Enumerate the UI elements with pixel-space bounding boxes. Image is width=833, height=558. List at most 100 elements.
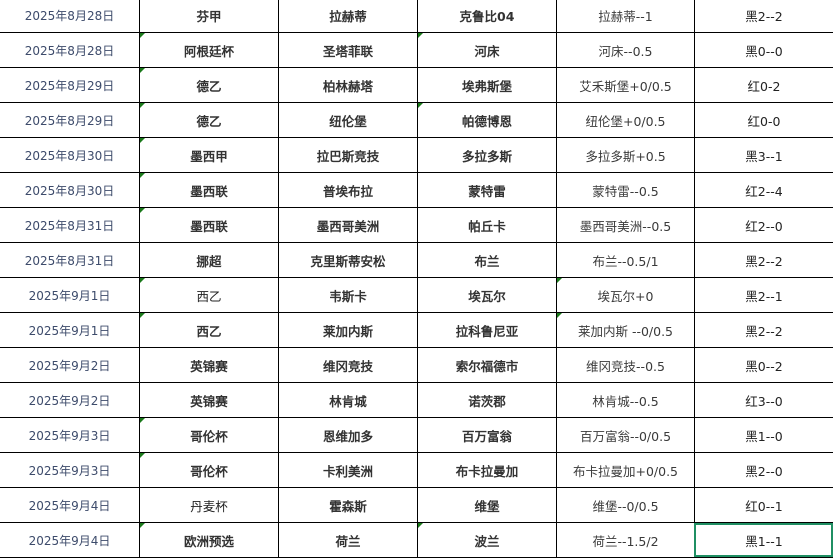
result-cell[interactable]: 红2--0: [694, 208, 833, 242]
league-cell[interactable]: 墨西联: [139, 173, 278, 207]
league-cell[interactable]: 墨西甲: [139, 138, 278, 172]
home-team-cell[interactable]: 卡利美洲: [278, 453, 417, 487]
table-row: 2025年8月29日 德乙 柏林赫塔 埃弗斯堡 艾禾斯堡+0/0.5 红0-2: [0, 68, 833, 103]
away-team-cell[interactable]: 埃弗斯堡: [417, 68, 556, 102]
away-team-cell[interactable]: 蒙特雷: [417, 173, 556, 207]
league-cell[interactable]: 芬甲: [139, 0, 278, 32]
date-cell[interactable]: 2025年9月4日: [28, 533, 111, 548]
handicap-cell[interactable]: 纽伦堡+0/0.5: [556, 103, 694, 137]
handicap-cell[interactable]: 河床--0.5: [556, 33, 694, 67]
date-cell[interactable]: 2025年8月30日: [24, 148, 115, 163]
away-team-cell[interactable]: 布卡拉曼加: [417, 453, 556, 487]
away-team-cell[interactable]: 波兰: [417, 523, 556, 557]
handicap-cell[interactable]: 维堡--0/0.5: [556, 488, 694, 522]
table-row: 2025年8月31日 墨西联 墨西哥美洲 帕丘卡 墨西哥美洲--0.5 红2--0: [0, 208, 833, 243]
date-cell[interactable]: 2025年9月2日: [28, 358, 111, 373]
away-team-cell[interactable]: 帕德博恩: [417, 103, 556, 137]
home-team-cell[interactable]: 维冈竞技: [278, 348, 417, 382]
result-cell[interactable]: 黑2--2: [694, 313, 833, 347]
league-cell[interactable]: 德乙: [139, 68, 278, 102]
result-cell[interactable]: 红3--0: [694, 383, 833, 417]
home-team-cell[interactable]: 拉巴斯竞技: [278, 138, 417, 172]
away-team-cell[interactable]: 克鲁比04: [417, 0, 556, 32]
away-team-cell[interactable]: 布兰: [417, 243, 556, 277]
date-cell[interactable]: 2025年9月1日: [28, 288, 111, 303]
result-cell[interactable]: 黑0--0: [694, 33, 833, 67]
result-cell[interactable]: 红2--4: [694, 173, 833, 207]
date-cell[interactable]: 2025年8月31日: [24, 253, 115, 268]
away-team-cell[interactable]: 帕丘卡: [417, 208, 556, 242]
date-cell[interactable]: 2025年9月3日: [28, 428, 111, 443]
league-cell[interactable]: 西乙: [139, 313, 278, 347]
date-cell[interactable]: 2025年8月31日: [24, 218, 115, 233]
handicap-cell[interactable]: 艾禾斯堡+0/0.5: [556, 68, 694, 102]
date-cell[interactable]: 2025年9月1日: [28, 323, 111, 338]
handicap-cell[interactable]: 荷兰--1.5/2: [556, 523, 694, 557]
home-team-cell[interactable]: 拉赫蒂: [278, 0, 417, 32]
handicap-cell[interactable]: 埃瓦尔+0: [556, 278, 694, 312]
home-team-cell[interactable]: 莱加内斯: [278, 313, 417, 347]
table-row: 2025年9月4日 丹麦杯 霍森斯 维堡 维堡--0/0.5 红0--1: [0, 488, 833, 523]
result-cell[interactable]: 黑1--0: [694, 418, 833, 452]
table-row: 2025年9月1日 西乙 韦斯卡 埃瓦尔 埃瓦尔+0 黑2--1: [0, 278, 833, 313]
away-team-cell[interactable]: 拉科鲁尼亚: [417, 313, 556, 347]
result-cell[interactable]: 黑3--1: [694, 138, 833, 172]
result-cell[interactable]: 黑2--1: [694, 278, 833, 312]
handicap-cell[interactable]: 墨西哥美洲--0.5: [556, 208, 694, 242]
home-team-cell[interactable]: 韦斯卡: [278, 278, 417, 312]
away-team-cell[interactable]: 维堡: [417, 488, 556, 522]
home-team-cell[interactable]: 纽伦堡: [278, 103, 417, 137]
date-cell[interactable]: 2025年9月2日: [28, 393, 111, 408]
league-cell[interactable]: 西乙: [139, 278, 278, 312]
league-cell[interactable]: 墨西联: [139, 208, 278, 242]
handicap-cell[interactable]: 百万富翁--0/0.5: [556, 418, 694, 452]
date-cell[interactable]: 2025年9月3日: [28, 463, 111, 478]
home-team-cell[interactable]: 荷兰: [278, 523, 417, 557]
league-cell[interactable]: 英锦赛: [139, 348, 278, 382]
date-cell[interactable]: 2025年8月29日: [24, 78, 115, 93]
result-cell[interactable]: 红0-2: [694, 68, 833, 102]
home-team-cell[interactable]: 恩维加多: [278, 418, 417, 452]
league-cell[interactable]: 欧洲预选: [139, 523, 278, 557]
away-team-cell[interactable]: 诺茨郡: [417, 383, 556, 417]
handicap-cell[interactable]: 布兰--0.5/1: [556, 243, 694, 277]
away-team-cell[interactable]: 百万富翁: [417, 418, 556, 452]
home-team-cell[interactable]: 克里斯蒂安松: [278, 243, 417, 277]
league-cell[interactable]: 阿根廷杯: [139, 33, 278, 67]
league-cell[interactable]: 丹麦杯: [139, 488, 278, 522]
away-team-cell[interactable]: 索尔福德市: [417, 348, 556, 382]
league-cell[interactable]: 挪超: [139, 243, 278, 277]
handicap-cell[interactable]: 维冈竞技--0.5: [556, 348, 694, 382]
handicap-cell[interactable]: 布卡拉曼加+0/0.5: [556, 453, 694, 487]
away-team-cell[interactable]: 埃瓦尔: [417, 278, 556, 312]
date-cell[interactable]: 2025年8月28日: [24, 43, 115, 58]
date-cell[interactable]: 2025年8月28日: [24, 8, 115, 23]
result-cell[interactable]: 红0-0: [694, 103, 833, 137]
home-team-cell[interactable]: 墨西哥美洲: [278, 208, 417, 242]
result-cell[interactable]: 黑0--2: [694, 348, 833, 382]
handicap-cell[interactable]: 蒙特雷--0.5: [556, 173, 694, 207]
date-cell[interactable]: 2025年9月4日: [28, 498, 111, 513]
handicap-cell[interactable]: 拉赫蒂--1: [556, 0, 694, 32]
handicap-cell[interactable]: 多拉多斯+0.5: [556, 138, 694, 172]
date-cell[interactable]: 2025年8月29日: [24, 113, 115, 128]
league-cell[interactable]: 德乙: [139, 103, 278, 137]
home-team-cell[interactable]: 林肯城: [278, 383, 417, 417]
result-cell[interactable]: 黑2--2: [694, 0, 833, 32]
league-cell[interactable]: 哥伦杯: [139, 418, 278, 452]
home-team-cell[interactable]: 柏林赫塔: [278, 68, 417, 102]
home-team-cell[interactable]: 霍森斯: [278, 488, 417, 522]
handicap-cell[interactable]: 林肯城--0.5: [556, 383, 694, 417]
home-team-cell[interactable]: 圣塔菲联: [278, 33, 417, 67]
league-cell[interactable]: 哥伦杯: [139, 453, 278, 487]
result-cell[interactable]: 红0--1: [694, 488, 833, 522]
home-team-cell[interactable]: 普埃布拉: [278, 173, 417, 207]
handicap-cell[interactable]: 莱加内斯 --0/0.5: [556, 313, 694, 347]
date-cell[interactable]: 2025年8月30日: [24, 183, 115, 198]
result-cell[interactable]: 黑1--1: [694, 523, 833, 557]
away-team-cell[interactable]: 多拉多斯: [417, 138, 556, 172]
result-cell[interactable]: 黑2--2: [694, 243, 833, 277]
result-cell[interactable]: 黑2--0: [694, 453, 833, 487]
away-team-cell[interactable]: 河床: [417, 33, 556, 67]
league-cell[interactable]: 英锦赛: [139, 383, 278, 417]
